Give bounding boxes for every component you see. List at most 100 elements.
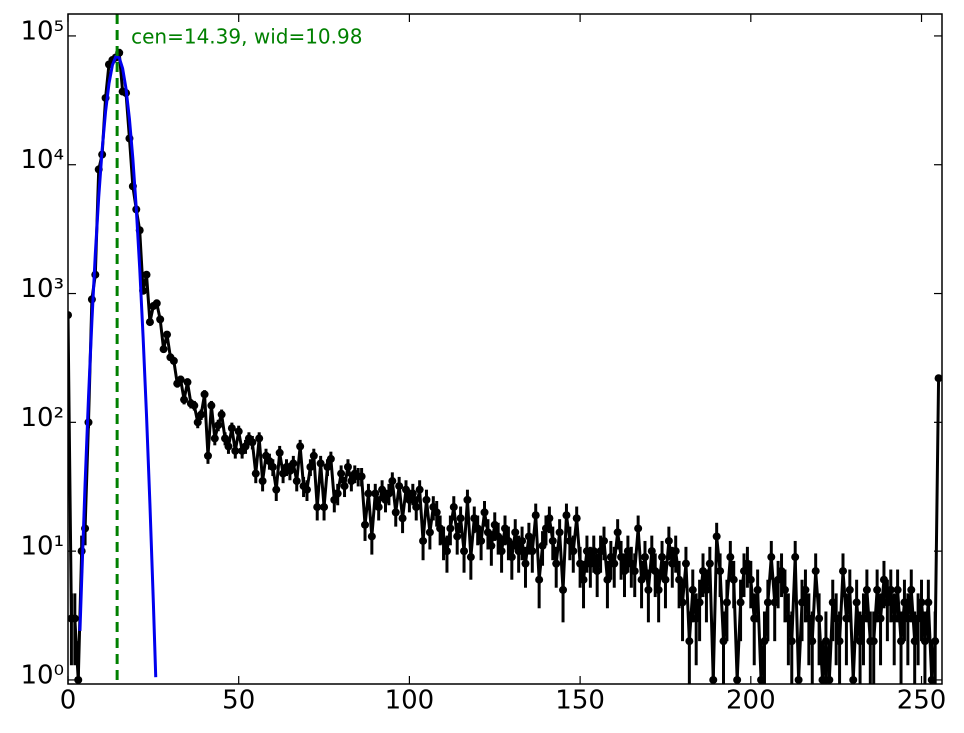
y-tick-label: 10⁰ <box>20 660 64 690</box>
data-point <box>695 598 704 607</box>
data-point <box>442 547 451 556</box>
data-point <box>337 469 346 478</box>
data-point <box>251 469 260 478</box>
data-point <box>275 448 284 457</box>
data-point <box>610 559 619 568</box>
data-point <box>207 401 216 410</box>
x-tick-label: 250 <box>897 686 947 716</box>
data-point <box>395 482 404 491</box>
data-point <box>535 575 544 584</box>
data-point <box>193 418 202 427</box>
data-point <box>367 532 376 541</box>
data-point <box>497 547 506 556</box>
data-point <box>688 585 697 594</box>
data-point <box>671 547 680 556</box>
y-tick-label: 10¹ <box>20 532 64 562</box>
y-tick-label: 10⁴ <box>20 145 64 175</box>
data-point <box>197 410 206 419</box>
data-point <box>255 434 264 443</box>
data-point <box>371 489 380 498</box>
data-point <box>712 532 721 541</box>
data-point <box>296 442 305 451</box>
data-point <box>838 567 847 576</box>
data-point <box>446 524 455 533</box>
data-point <box>579 575 588 584</box>
data-point <box>869 637 878 646</box>
data-point <box>156 315 165 324</box>
data-point <box>808 637 817 646</box>
data-point <box>272 485 281 494</box>
data-point <box>364 489 373 498</box>
data-point <box>729 575 738 584</box>
data-point <box>456 514 465 523</box>
data-line <box>68 48 941 681</box>
data-point <box>388 477 397 486</box>
data-point <box>398 514 407 523</box>
x-tick-label: 200 <box>726 686 776 716</box>
data-point <box>876 614 885 623</box>
data-point <box>74 675 83 684</box>
data-point <box>787 637 796 646</box>
data-point <box>258 477 267 486</box>
data-point <box>449 503 458 512</box>
data-point <box>767 553 776 562</box>
data-point <box>289 459 298 468</box>
plot-area <box>68 14 942 684</box>
data-point <box>176 375 185 384</box>
data-point <box>159 345 168 354</box>
data-point <box>647 547 656 556</box>
x-tick-label: 0 <box>60 686 77 716</box>
data-point <box>562 511 571 520</box>
data-point <box>685 637 694 646</box>
data-point <box>815 614 824 623</box>
data-point <box>658 553 667 562</box>
data-point <box>613 528 622 537</box>
data-point <box>521 559 530 568</box>
data-point <box>268 463 277 472</box>
data-point <box>183 378 192 387</box>
data-point <box>545 514 554 523</box>
data-point <box>302 485 311 494</box>
data-point <box>142 270 151 279</box>
fit-line <box>78 54 158 678</box>
data-point <box>163 330 172 339</box>
data-point <box>569 547 578 556</box>
data-point <box>746 575 755 584</box>
x-tick-label: 100 <box>385 686 435 716</box>
data-point <box>705 559 714 568</box>
data-point <box>340 482 349 491</box>
data-point <box>425 528 434 537</box>
data-point <box>552 559 561 568</box>
data-point <box>811 567 820 576</box>
data-point <box>893 585 902 594</box>
data-point <box>180 395 189 404</box>
data-point <box>722 598 731 607</box>
data-point <box>316 459 325 468</box>
x-tick-label: 50 <box>222 686 255 716</box>
y-tick-label: 10³ <box>20 274 64 304</box>
data-point <box>343 463 352 472</box>
data-point <box>415 485 424 494</box>
data-point <box>313 503 322 512</box>
data-point <box>852 598 861 607</box>
data-point <box>507 553 516 562</box>
data-point <box>511 528 520 537</box>
data-point <box>825 675 834 684</box>
data-point <box>70 614 79 623</box>
data-point <box>664 536 673 545</box>
data-point <box>716 567 725 576</box>
data-point <box>702 585 711 594</box>
data-point <box>466 553 475 562</box>
data-point <box>528 547 537 556</box>
y-tick-label: 10⁵ <box>20 16 64 46</box>
data-point <box>408 489 417 498</box>
data-point <box>589 547 598 556</box>
data-point <box>309 451 318 460</box>
data-point <box>780 585 789 594</box>
data-point <box>169 356 178 365</box>
data-point <box>640 553 649 562</box>
data-point <box>333 489 342 498</box>
data-point <box>487 541 496 550</box>
data-point <box>801 585 810 594</box>
